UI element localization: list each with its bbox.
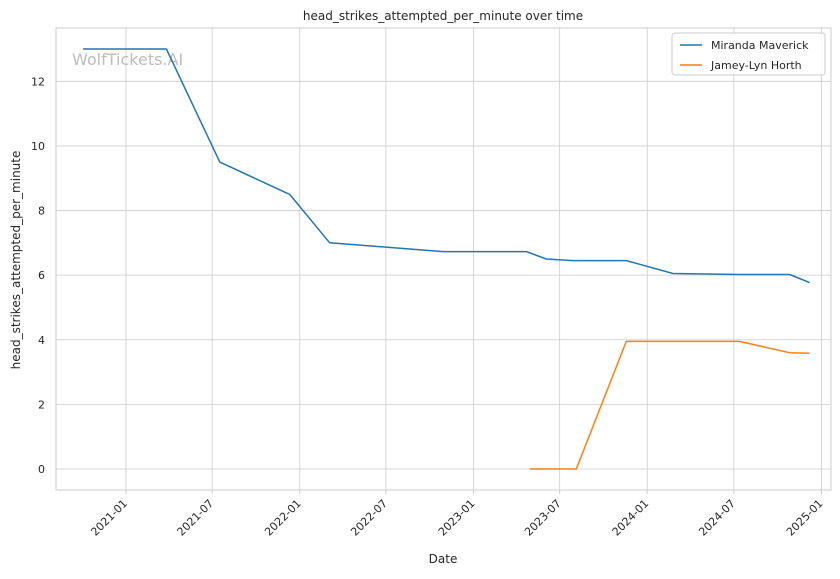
y-tick-label: 12	[31, 75, 45, 88]
y-tick-label: 10	[31, 140, 45, 153]
y-axis-ticks: 0 2 4 6 8 10 12	[31, 75, 45, 476]
chart-title: head_strikes_attempted_per_minute over t…	[303, 9, 583, 23]
legend-box	[671, 32, 826, 76]
plot-area-frame	[55, 27, 832, 491]
y-tick-label: 2	[38, 398, 45, 411]
legend-label-jamey-lyn-horth: Jamey-Lyn Horth	[710, 59, 802, 72]
x-axis-label: Date	[429, 552, 458, 566]
y-tick-label: 8	[38, 205, 45, 218]
y-tick-label: 4	[38, 334, 45, 347]
y-tick-label: 0	[38, 463, 45, 476]
y-axis-label: head_strikes_attempted_per_minute	[9, 151, 23, 370]
legend: Miranda Maverick Jamey-Lyn Horth	[671, 32, 826, 76]
grid-lines	[56, 28, 831, 490]
watermark-text: WolfTickets.AI	[72, 50, 183, 69]
y-tick-label: 6	[38, 269, 45, 282]
legend-label-miranda-maverick: Miranda Maverick	[711, 39, 809, 52]
series-line-jamey-lyn-horth	[529, 340, 810, 470]
series-line-miranda-maverick	[83, 48, 810, 284]
series-lines	[83, 48, 810, 470]
